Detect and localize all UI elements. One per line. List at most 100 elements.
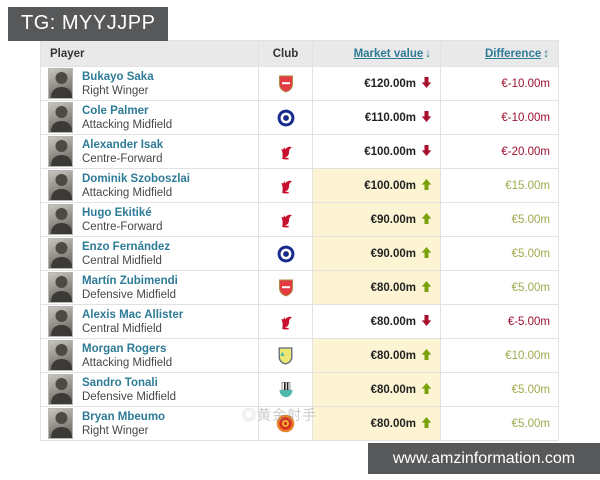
- market-value-sort-link[interactable]: Market value: [353, 47, 424, 60]
- difference-value: €15.00m: [505, 179, 550, 192]
- player-photo: [48, 102, 73, 133]
- difference-value: €5.00m: [511, 383, 550, 396]
- chelsea-crest-icon[interactable]: [277, 109, 295, 127]
- difference-cell: €-10.00m: [440, 100, 559, 135]
- table-row: Bryan Mbeumo Right Winger €80.00m €5.00m: [40, 406, 559, 441]
- player-cell: Morgan Rogers Attacking Midfield: [40, 338, 259, 373]
- market-value: €120.00m: [364, 78, 416, 90]
- player-name-link[interactable]: Alexander Isak: [82, 138, 164, 151]
- player-name-link[interactable]: Dominik Szoboszlai: [82, 172, 190, 185]
- market-value-cell: €120.00m: [312, 66, 441, 101]
- difference-cell: €5.00m: [440, 406, 559, 441]
- table-row: Cole Palmer Attacking Midfield €110.00m …: [40, 100, 559, 135]
- table-row: Enzo Fernández Central Midfield €90.00m …: [40, 236, 559, 271]
- trend-down-icon: [421, 111, 432, 122]
- difference-value: €-10.00m: [501, 111, 550, 124]
- market-value: €110.00m: [364, 112, 416, 124]
- trend-down-icon: [421, 77, 432, 88]
- trend-up-icon: [421, 281, 432, 292]
- market-value-cell: €90.00m: [312, 236, 441, 271]
- difference-sort-link[interactable]: Difference: [485, 47, 542, 60]
- difference-value: €-20.00m: [501, 145, 550, 158]
- difference-cell: €5.00m: [440, 202, 559, 237]
- difference-cell: €-10.00m: [440, 66, 559, 101]
- difference-value: €5.00m: [511, 281, 550, 294]
- trend-up-icon: [421, 179, 432, 190]
- player-name-link[interactable]: Alexis Mac Allister: [82, 308, 184, 321]
- player-name-link[interactable]: Bryan Mbeumo: [82, 410, 166, 423]
- liverpool-crest-icon[interactable]: [279, 212, 293, 228]
- column-header-difference: Difference ↕: [440, 40, 559, 67]
- difference-value: €5.00m: [511, 213, 550, 226]
- table-row: Alexis Mac Allister Central Midfield €80…: [40, 304, 559, 339]
- difference-value: €-5.00m: [507, 315, 550, 328]
- club-cell: [258, 168, 313, 203]
- table-row: Hugo Ekitiké Centre-Forward €90.00m €5.0…: [40, 202, 559, 237]
- player-cell: Bukayo Saka Right Winger: [40, 66, 259, 101]
- player-position: Centre-Forward: [82, 152, 163, 165]
- market-value-cell: €80.00m: [312, 406, 441, 441]
- market-value: €80.00m: [370, 316, 416, 328]
- player-name-link[interactable]: Cole Palmer: [82, 104, 149, 117]
- club-cell: [258, 304, 313, 339]
- sort-both-icon[interactable]: ↕: [543, 47, 549, 60]
- liverpool-crest-icon[interactable]: [279, 144, 293, 160]
- arsenal-crest-icon[interactable]: [278, 75, 294, 93]
- player-name-link[interactable]: Sandro Tonali: [82, 376, 158, 389]
- player-name-link[interactable]: Hugo Ekitiké: [82, 206, 152, 219]
- player-name-link[interactable]: Morgan Rogers: [82, 342, 167, 355]
- market-value: €100.00m: [364, 180, 416, 192]
- table-header-row: Player Club Market value ↓ Difference ↕: [40, 40, 559, 67]
- market-value-cell: €100.00m: [312, 134, 441, 169]
- market-value: €100.00m: [364, 146, 416, 158]
- trend-up-icon: [421, 383, 432, 394]
- trend-up-icon: [421, 349, 432, 360]
- player-position: Right Winger: [82, 84, 149, 97]
- market-value: €80.00m: [370, 384, 416, 396]
- bottom-watermark-bar: www.amzinformation.com: [368, 443, 600, 474]
- player-cell: Alexander Isak Centre-Forward: [40, 134, 259, 169]
- astonvilla-crest-icon[interactable]: [278, 346, 293, 365]
- liverpool-crest-icon[interactable]: [279, 178, 293, 194]
- player-position: Centre-Forward: [82, 220, 163, 233]
- liverpool-crest-icon[interactable]: [279, 314, 293, 330]
- player-name-link[interactable]: Bukayo Saka: [82, 70, 154, 83]
- trend-up-icon: [421, 213, 432, 224]
- player-cell: Cole Palmer Attacking Midfield: [40, 100, 259, 135]
- player-position: Central Midfield: [82, 322, 162, 335]
- trend-up-icon: [421, 417, 432, 428]
- difference-cell: €5.00m: [440, 236, 559, 271]
- market-value-cell: €80.00m: [312, 270, 441, 305]
- player-position: Attacking Midfield: [82, 118, 173, 131]
- difference-cell: €-20.00m: [440, 134, 559, 169]
- bottom-watermark-text: www.amzinformation.com: [392, 449, 576, 467]
- player-photo: [48, 204, 73, 235]
- player-photo: [48, 136, 73, 167]
- trend-down-icon: [421, 315, 432, 326]
- newcastle-crest-icon[interactable]: [277, 381, 295, 399]
- market-value: €80.00m: [370, 418, 416, 430]
- difference-cell: €-5.00m: [440, 304, 559, 339]
- market-value-table: Player Club Market value ↓ Difference ↕ B: [40, 40, 559, 441]
- market-value-cell: €110.00m: [312, 100, 441, 135]
- player-cell: Sandro Tonali Defensive Midfield: [40, 372, 259, 407]
- player-position: Defensive Midfield: [82, 390, 176, 403]
- table-row: Sandro Tonali Defensive Midfield €80.00m…: [40, 372, 559, 407]
- club-cell: [258, 236, 313, 271]
- club-cell: [258, 372, 313, 407]
- table-row: Alexander Isak Centre-Forward €100.00m €…: [40, 134, 559, 169]
- manutd-crest-icon[interactable]: [276, 414, 295, 433]
- table-row: Martín Zubimendi Defensive Midfield €80.…: [40, 270, 559, 305]
- player-name-link[interactable]: Enzo Fernández: [82, 240, 171, 253]
- club-cell: [258, 100, 313, 135]
- player-cell: Hugo Ekitiké Centre-Forward: [40, 202, 259, 237]
- player-name-link[interactable]: Martín Zubimendi: [82, 274, 178, 287]
- sort-desc-icon[interactable]: ↓: [425, 47, 431, 60]
- column-header-market-value: Market value ↓: [312, 40, 441, 67]
- table-row: Morgan Rogers Attacking Midfield €80.00m…: [40, 338, 559, 373]
- arsenal-crest-icon[interactable]: [278, 279, 294, 297]
- player-position: Defensive Midfield: [82, 288, 176, 301]
- difference-value: €5.00m: [511, 247, 550, 260]
- chelsea-crest-icon[interactable]: [277, 245, 295, 263]
- difference-value: €5.00m: [511, 417, 550, 430]
